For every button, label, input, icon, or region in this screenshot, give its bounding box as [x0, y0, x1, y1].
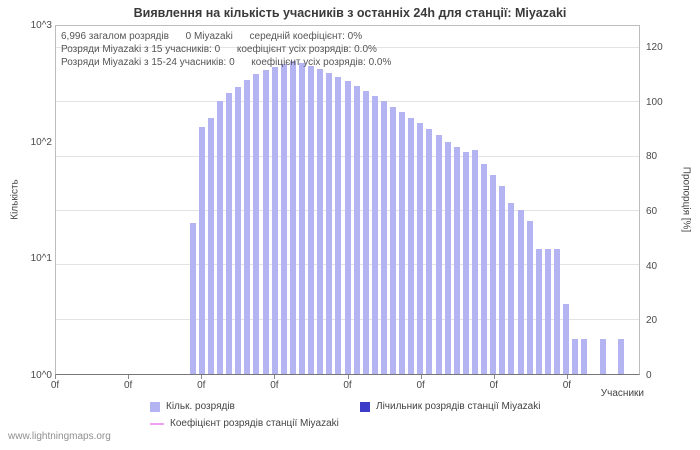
histogram-bar — [207, 118, 214, 374]
histogram-bar — [535, 248, 542, 374]
histogram-bar — [308, 65, 315, 374]
legend-swatch-ratio-line — [150, 422, 164, 425]
histogram-bar — [216, 101, 223, 374]
y-right-tick-label: 20 — [646, 315, 658, 327]
legend-label-bars: Кільк. розрядів — [166, 401, 235, 412]
x-tick-label: 0f — [197, 380, 206, 391]
gridline — [56, 46, 639, 48]
histogram-bar — [244, 80, 251, 374]
annotation-line-15: Розряди Miyazaki з 15 учасників: 0 коефі… — [61, 44, 377, 55]
histogram-bar — [599, 339, 606, 374]
x-tick-label: 0f — [489, 380, 498, 391]
histogram-bar — [253, 74, 260, 374]
y-right-tick-label: 0 — [646, 370, 652, 381]
x-tick-label: 0f — [416, 380, 425, 391]
histogram-bar — [289, 61, 296, 374]
x-tick-mark — [274, 375, 276, 379]
x-tick-mark — [420, 375, 422, 379]
histogram-bar — [326, 72, 333, 374]
histogram-bar — [435, 134, 442, 374]
y-axis-label-left: Кількість — [9, 179, 21, 220]
histogram-bar — [617, 339, 624, 374]
legend-item-station-counter: Лічильник розрядів станції Miyazaki — [360, 401, 540, 412]
x-tick-label: 0f — [50, 380, 60, 391]
histogram-bar — [417, 123, 424, 374]
chart-title: Виявлення на кількість учасників з остан… — [133, 6, 567, 20]
histogram-bar — [226, 92, 233, 374]
histogram-bar — [517, 209, 524, 374]
histogram-bar — [390, 107, 397, 374]
plot-area — [55, 25, 640, 375]
histogram-bar — [508, 202, 515, 374]
histogram-bar — [262, 70, 269, 374]
histogram-bar — [572, 339, 579, 374]
histogram-bar — [235, 86, 242, 374]
histogram-bar — [280, 64, 287, 374]
x-tick-label: 0f — [270, 380, 279, 391]
y-right-tick-label: 120 — [646, 41, 663, 53]
histogram-bar — [581, 339, 588, 374]
histogram-bar — [371, 95, 378, 374]
histogram-bar — [426, 128, 433, 374]
x-tick-mark — [201, 375, 203, 379]
histogram-bar — [189, 223, 196, 374]
annotation-line-totals: 6,996 загалом розрядів 0 Miyazaki середн… — [61, 31, 363, 42]
y-right-tick-label: 100 — [646, 96, 663, 108]
histogram-bar — [444, 142, 451, 374]
chart-annotations: 6,996 загалом розрядів 0 Miyazaki середн… — [61, 30, 391, 69]
histogram-bar — [472, 150, 479, 374]
y-right-tick-label: 80 — [646, 151, 658, 163]
histogram-bar — [298, 62, 305, 374]
x-tick-mark — [493, 375, 495, 379]
x-tick-label: 0f — [562, 380, 572, 391]
histogram-bar — [380, 101, 387, 374]
histogram-bar — [526, 220, 533, 374]
legend-label-station-counter: Лічильник розрядів станції Miyazaki — [376, 401, 541, 412]
legend-swatch-bars — [150, 401, 160, 412]
legend-label-ratio-line: Коефіцієнт розрядів станції Miyazaki — [170, 418, 339, 429]
y-right-tick-label: 40 — [646, 260, 658, 272]
x-tick-mark — [55, 375, 56, 379]
histogram-bar — [453, 147, 460, 374]
histogram-bar — [563, 304, 570, 374]
legend-swatch-station-counter — [360, 401, 370, 412]
x-tick-mark — [128, 375, 130, 379]
annotation-line-15-24: Розряди Miyazaki з 15-24 учасників: 0 ко… — [61, 57, 392, 68]
histogram-bar — [544, 248, 551, 374]
y-axis-label-right: Пропорція [%] — [680, 166, 692, 233]
legend-item-ratio-line: Коефіцієнт розрядів станції Miyazaki — [150, 418, 339, 429]
histogram-bar — [408, 118, 415, 374]
histogram-bar — [481, 163, 488, 374]
legend-item-bars: Кільк. розрядів — [150, 401, 235, 412]
x-tick-label: 0f — [343, 380, 352, 391]
histogram-bar — [399, 112, 406, 374]
watermark-link: www.lightningmaps.org — [8, 431, 111, 442]
y-right-tick-label: 60 — [646, 205, 658, 217]
histogram-bar — [462, 152, 469, 374]
histogram-bar — [362, 91, 369, 374]
x-axis-label: Учасники — [600, 388, 644, 399]
histogram-bar — [198, 126, 205, 374]
histogram-bar — [317, 69, 324, 374]
y-left-tick-label: 10^3 — [30, 20, 52, 31]
x-tick-mark — [566, 375, 568, 379]
y-left-tick-label: 10^0 — [30, 370, 52, 381]
x-tick-label: 0f — [123, 380, 133, 391]
histogram-bar — [271, 66, 278, 374]
histogram-bar — [490, 174, 497, 374]
y-left-tick-label: 10^2 — [30, 136, 52, 148]
x-tick-mark — [347, 375, 349, 379]
histogram-bar — [499, 185, 506, 374]
y-left-tick-label: 10^1 — [30, 253, 52, 265]
histogram-bar — [353, 85, 360, 374]
histogram-bar — [335, 76, 342, 374]
histogram-bar — [344, 81, 351, 374]
histogram-bar — [554, 248, 561, 374]
